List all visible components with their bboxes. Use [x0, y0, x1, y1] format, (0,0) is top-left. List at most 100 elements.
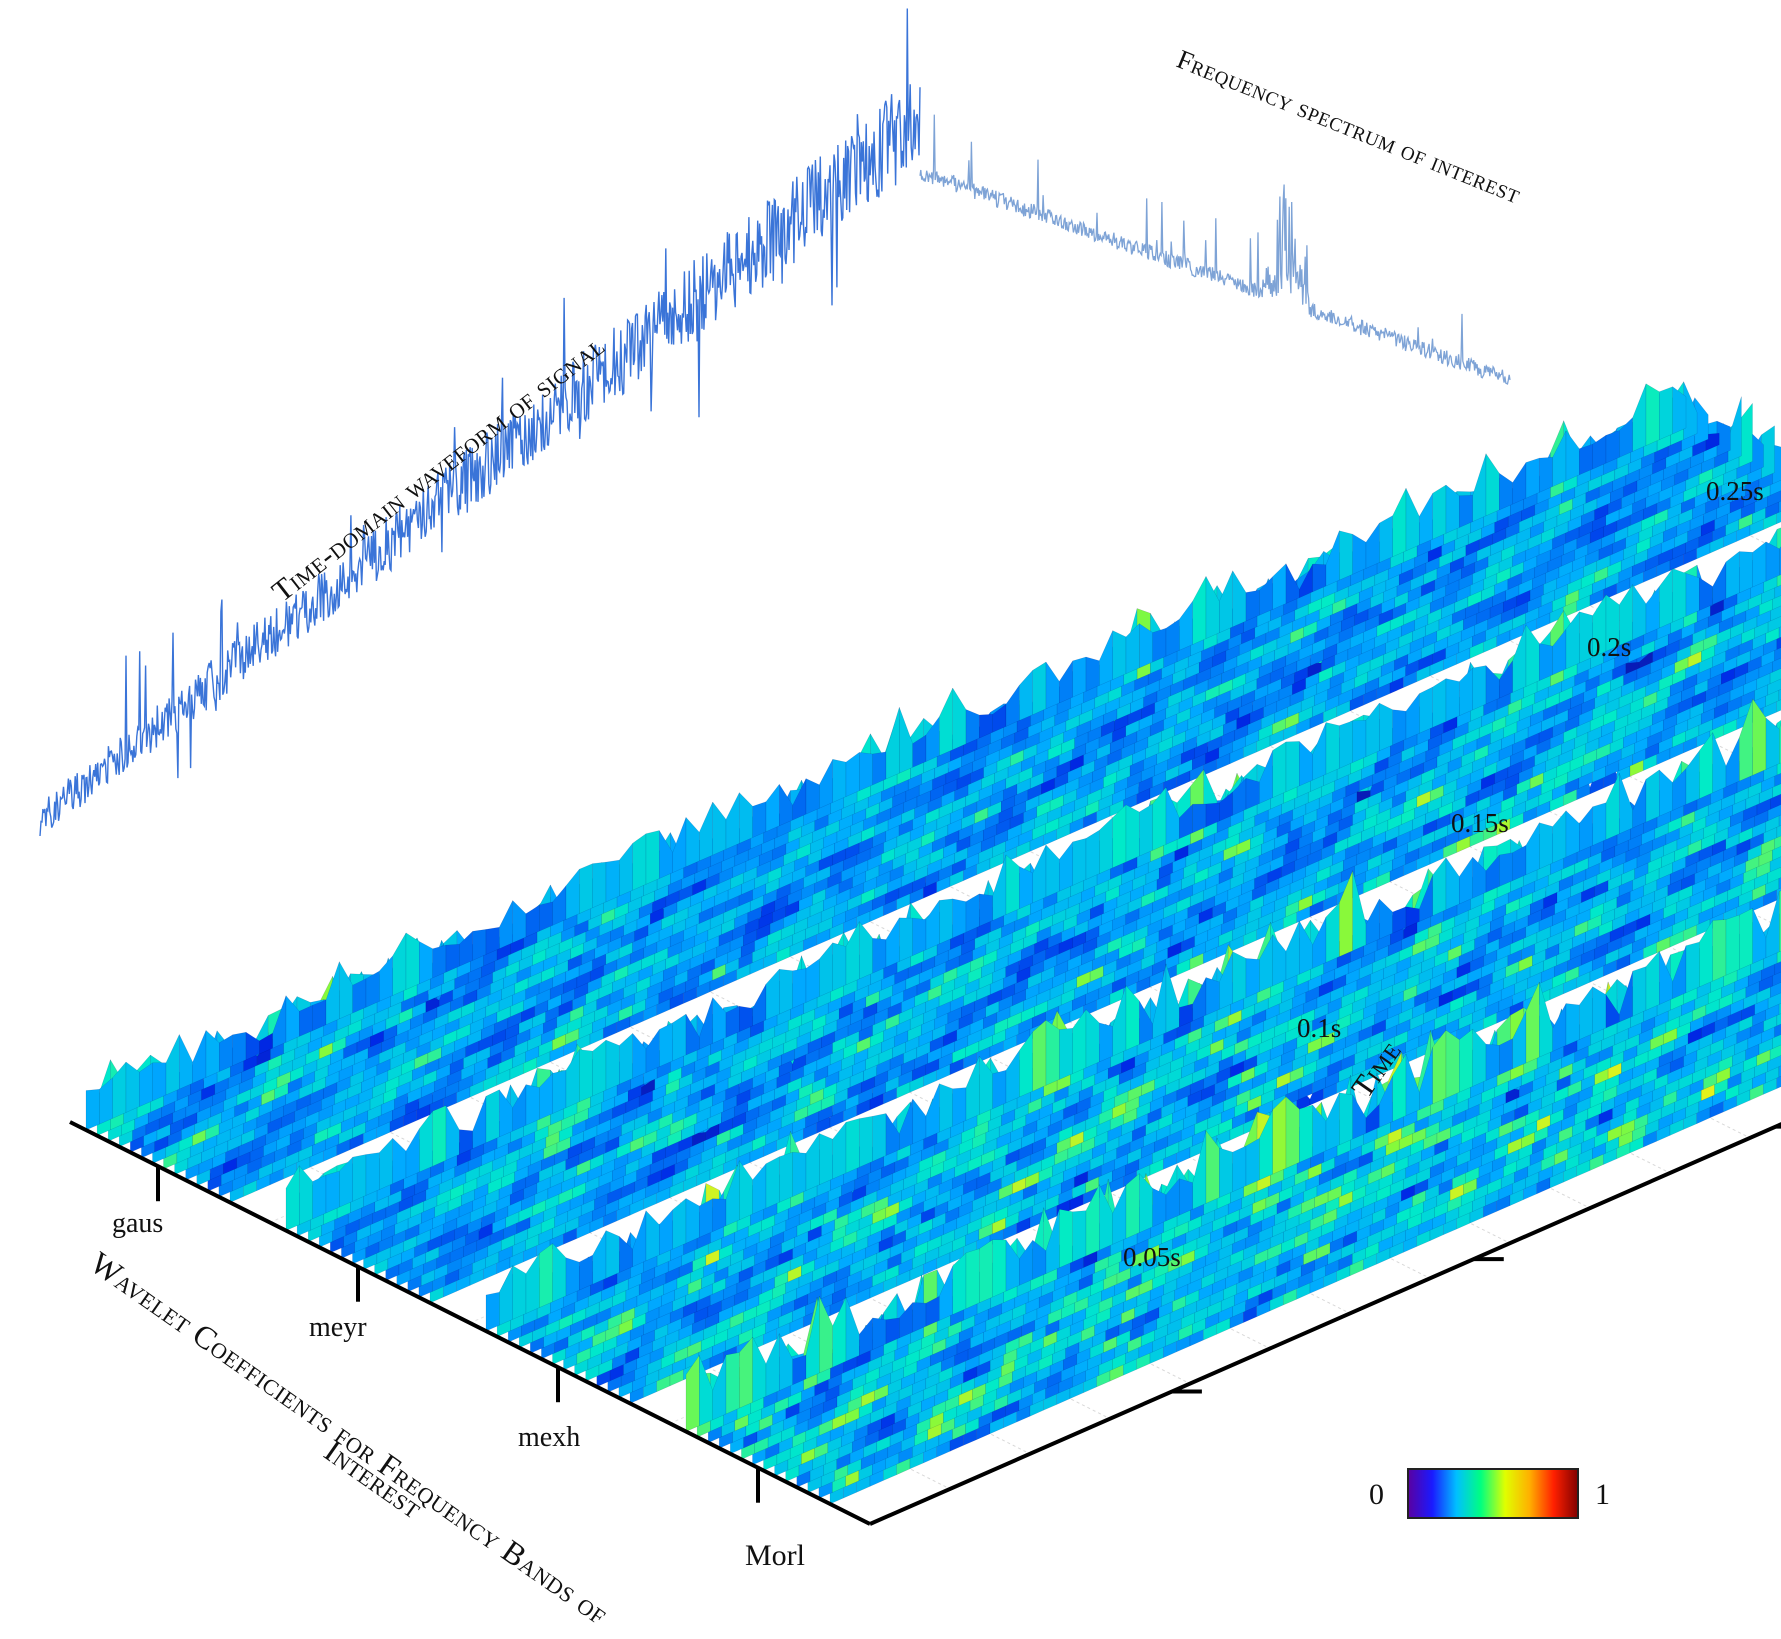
surface-cell — [1393, 488, 1406, 557]
surface-cell — [1006, 685, 1019, 726]
surface-cell — [513, 901, 526, 943]
surface-cell — [766, 1157, 779, 1209]
surface-cell — [366, 1153, 379, 1196]
surface-cell — [1273, 742, 1286, 798]
surface-cell — [1486, 454, 1499, 516]
surface-cell — [819, 1134, 832, 1185]
surface-cell — [1099, 818, 1112, 874]
surface-cell — [486, 1090, 499, 1143]
surface-cell — [953, 1088, 966, 1127]
surface-cell — [1619, 418, 1632, 458]
surface-cell — [686, 817, 699, 866]
surface-cell — [659, 1023, 672, 1067]
surface-cell — [1073, 838, 1086, 885]
surface-cell — [833, 943, 846, 991]
surface-cell — [99, 1078, 112, 1125]
surface-cell — [873, 752, 886, 785]
surface-cell — [1219, 571, 1232, 633]
surface-cell — [1539, 457, 1552, 492]
surface-cell — [713, 998, 726, 1044]
surface-cell — [1353, 720, 1366, 762]
surface-cell — [579, 864, 592, 914]
surface-cell — [553, 886, 566, 926]
surface-cell — [859, 922, 872, 979]
surface-cell — [1139, 804, 1152, 856]
surface-cell — [1019, 670, 1032, 720]
surface-cell — [606, 1231, 619, 1279]
surface-cell — [1326, 723, 1339, 775]
surface-cell — [1233, 571, 1246, 627]
surface-cell — [1259, 750, 1272, 803]
surface-cell — [979, 894, 992, 926]
surface-cell — [193, 1030, 206, 1083]
surface-cell — [753, 1164, 766, 1214]
surface-cell — [899, 918, 912, 962]
surface-cell — [1406, 694, 1419, 740]
surface-cell — [833, 759, 846, 802]
surface-cell — [1313, 723, 1326, 781]
surface-cell — [1366, 703, 1379, 757]
surface-cell — [1673, 569, 1686, 623]
surface-cell — [1299, 741, 1312, 786]
surface-cell — [1566, 431, 1579, 481]
surface-cell — [699, 802, 712, 861]
surface-cell — [713, 1199, 726, 1232]
surface-cell — [326, 1171, 339, 1213]
surface-cell — [446, 1106, 459, 1161]
surface-cell — [1193, 576, 1206, 644]
surface-cell — [633, 1033, 646, 1078]
surface-cell — [419, 942, 432, 984]
surface-cell — [1526, 458, 1539, 498]
surface-cell — [1766, 542, 1779, 581]
surface-cell — [686, 1199, 699, 1244]
surface-cell — [1433, 485, 1446, 539]
surface-cell — [1393, 710, 1406, 745]
surface-cell — [1633, 384, 1646, 452]
surface-cell — [1153, 628, 1166, 662]
surface-cell — [646, 831, 659, 885]
surface-cell — [646, 1211, 659, 1261]
surface-cell — [499, 901, 512, 949]
surface-cell — [846, 1119, 859, 1174]
surface-cell — [753, 984, 766, 1026]
surface-cell — [379, 956, 392, 1001]
surface-cell — [1046, 845, 1059, 897]
surface-cell — [913, 918, 926, 956]
surface-cell — [1113, 631, 1126, 680]
surface-cell — [86, 1089, 99, 1130]
surface-cell — [433, 945, 446, 978]
surface-cell — [1046, 662, 1059, 709]
surface-cell — [779, 1152, 792, 1202]
surface-cell — [939, 1084, 952, 1132]
surface-cell — [379, 1138, 392, 1189]
surface-cell — [1713, 562, 1726, 605]
surface-cell — [1726, 552, 1739, 599]
surface-cell — [393, 1138, 406, 1184]
surface-cell — [1473, 454, 1486, 522]
surface-cell — [1406, 488, 1419, 551]
surface-cell — [126, 1062, 139, 1113]
surface-cell — [606, 1040, 619, 1090]
surface-cell — [833, 1122, 846, 1179]
surface-cell — [593, 862, 606, 908]
surface-cell — [526, 1085, 539, 1126]
surface-cell — [1526, 625, 1539, 687]
surface-cell — [513, 1085, 526, 1132]
surface-cell — [819, 759, 832, 808]
surface-cell — [1339, 721, 1352, 769]
surface-cell — [1166, 787, 1179, 844]
surface-cell — [606, 860, 619, 902]
surface-cell — [1473, 666, 1486, 710]
surface-cell — [953, 899, 966, 938]
surface-cell — [779, 969, 792, 1014]
surface-cell — [566, 1258, 579, 1296]
surface-cell — [1273, 564, 1286, 610]
surface-cell — [619, 843, 632, 896]
surface-cell — [433, 1106, 446, 1167]
surface-cell — [1099, 631, 1112, 686]
surface-cell — [1459, 495, 1472, 527]
surface-cell — [806, 1134, 819, 1191]
surface-cell — [766, 969, 779, 1020]
